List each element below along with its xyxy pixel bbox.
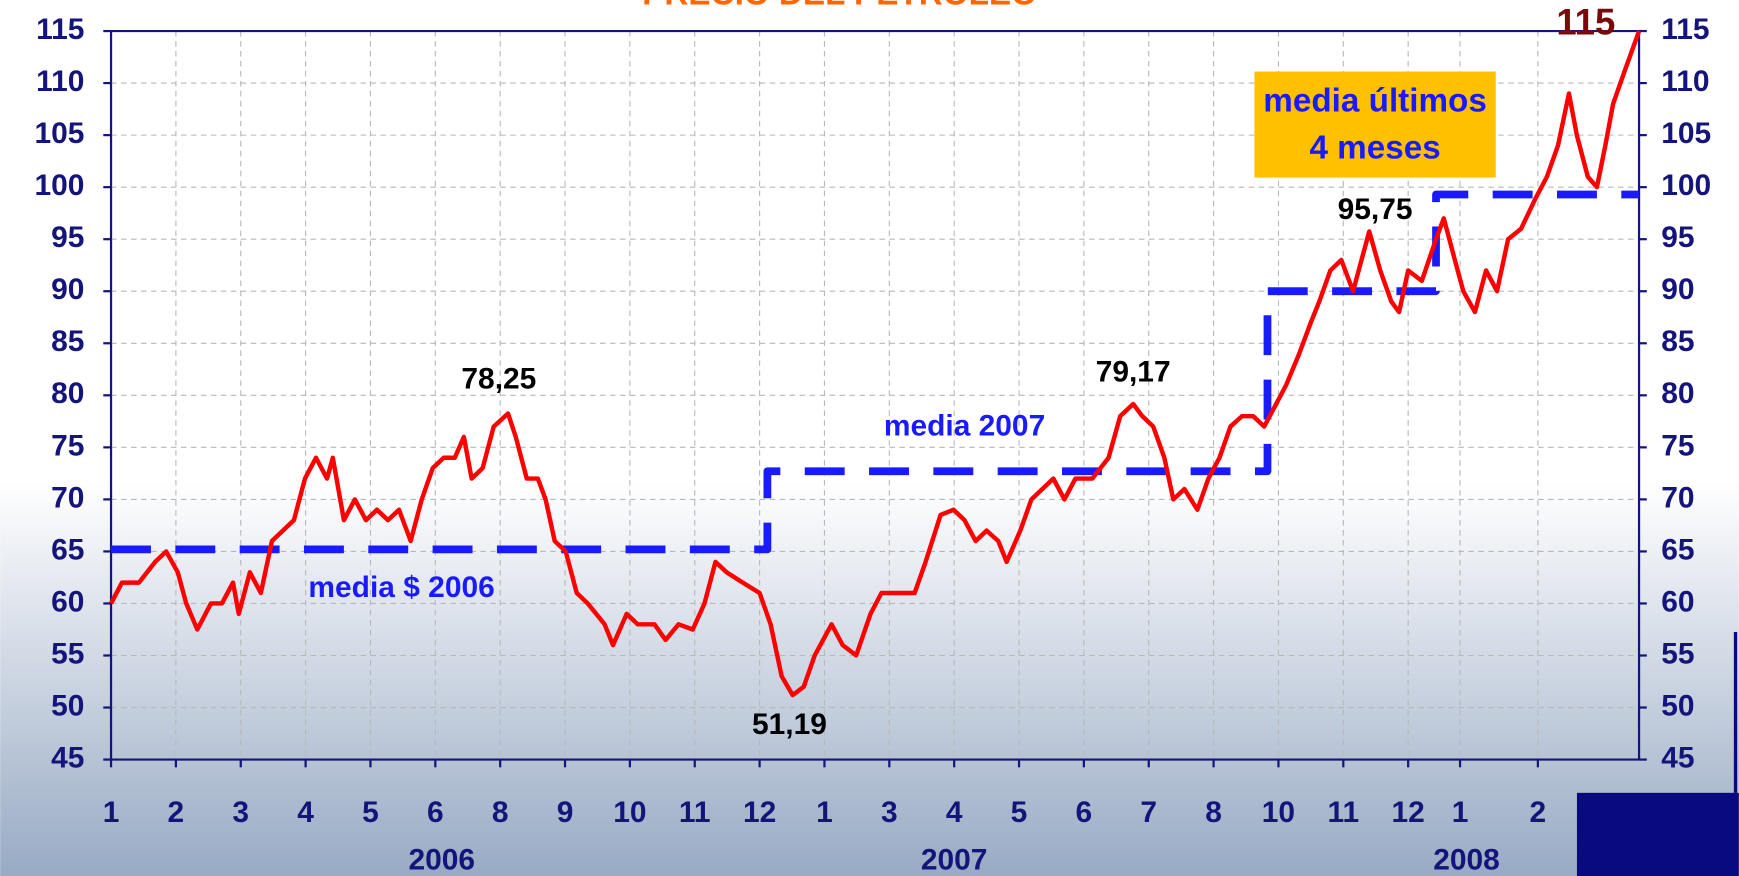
y-tick-label: 85 xyxy=(51,325,84,358)
annotation: media últimos xyxy=(1263,83,1487,120)
x-tick-label: 1 xyxy=(103,796,120,829)
x-tick-label: 5 xyxy=(362,796,379,829)
x-tick-label: 5 xyxy=(1011,796,1028,829)
x-tick-label: 3 xyxy=(232,796,249,829)
corner-block xyxy=(1576,792,1739,876)
x-tick-label: 10 xyxy=(1262,796,1295,829)
y-tick-label: 115 xyxy=(36,13,84,46)
x-tick-label: 12 xyxy=(1392,796,1425,829)
x-tick-label: 12 xyxy=(743,796,776,829)
annotation: 79,17 xyxy=(1096,355,1171,388)
price-line xyxy=(109,30,1642,698)
y-tick-label: 60 xyxy=(51,585,84,618)
y-tick-label: 70 xyxy=(51,481,84,514)
x-tick-label: 6 xyxy=(1076,796,1093,829)
x-tick-label: 1 xyxy=(816,796,833,829)
y2-tick-label: 75 xyxy=(1661,429,1694,462)
y-tick-label: 65 xyxy=(51,533,84,566)
annotation: 115 xyxy=(1556,1,1615,42)
y-tick-label: 75 xyxy=(51,429,84,462)
annotation: 4 meses xyxy=(1309,129,1440,166)
x-tick-label: 1 xyxy=(1452,796,1469,829)
y2-tick-label: 110 xyxy=(1661,65,1709,98)
x-tick-label: 11 xyxy=(1327,796,1359,829)
x-tick-label: 9 xyxy=(557,796,574,829)
year-label: 2006 xyxy=(409,843,476,876)
y-tick-label: 50 xyxy=(51,689,84,722)
y-tick-label: 80 xyxy=(51,377,84,410)
annotation: media 2007 xyxy=(884,409,1045,442)
plot: 4550556065707580859095100105110115455055… xyxy=(34,1,1711,876)
y2-tick-label: 65 xyxy=(1661,533,1694,566)
y-tick-label: 110 xyxy=(36,65,84,98)
y2-tick-label: 95 xyxy=(1661,221,1694,254)
x-tick-label: 7 xyxy=(1140,796,1157,829)
y2-tick-label: 80 xyxy=(1661,377,1694,410)
y2-tick-label: 60 xyxy=(1661,585,1694,618)
y2-tick-label: 70 xyxy=(1661,481,1694,514)
y2-tick-label: 85 xyxy=(1661,325,1694,358)
x-tick-label: 8 xyxy=(492,796,509,829)
x-tick-label: 6 xyxy=(427,796,444,829)
y-tick-label: 45 xyxy=(51,741,84,774)
x-tick-label: 11 xyxy=(679,796,711,829)
x-tick-label: 10 xyxy=(613,796,646,829)
x-tick-label: 3 xyxy=(881,796,898,829)
y2-tick-label: 45 xyxy=(1661,741,1694,774)
annotation: media $ 2006 xyxy=(308,571,494,604)
x-tick-label: 4 xyxy=(297,796,314,829)
y2-tick-label: 50 xyxy=(1661,689,1694,722)
annotation: 95,75 xyxy=(1338,193,1413,226)
year-label: 2007 xyxy=(921,843,988,876)
year-label: 2008 xyxy=(1433,843,1500,876)
y-tick-label: 90 xyxy=(51,273,84,306)
x-tick-label: 4 xyxy=(946,796,963,829)
annotation: 51,19 xyxy=(752,708,827,741)
x-tick-label: 2 xyxy=(168,796,185,829)
chart-title: PRECIO DEL PETROLEO xyxy=(642,0,1037,12)
y-tick-label: 55 xyxy=(51,637,84,670)
y2-tick-label: 115 xyxy=(1661,13,1709,46)
average-line xyxy=(111,190,1640,554)
annotation: 78,25 xyxy=(461,363,536,396)
y-tick-label: 100 xyxy=(34,169,84,202)
x-tick-label: 8 xyxy=(1205,796,1222,829)
y2-tick-label: 105 xyxy=(1661,117,1711,150)
y2-tick-label: 55 xyxy=(1661,637,1694,670)
y2-tick-label: 90 xyxy=(1661,273,1694,306)
y-tick-label: 95 xyxy=(51,221,84,254)
x-tick-label: 2 xyxy=(1530,796,1547,829)
y-tick-label: 105 xyxy=(34,117,84,150)
y2-tick-label: 100 xyxy=(1661,169,1711,202)
annotation-box xyxy=(1254,71,1496,178)
